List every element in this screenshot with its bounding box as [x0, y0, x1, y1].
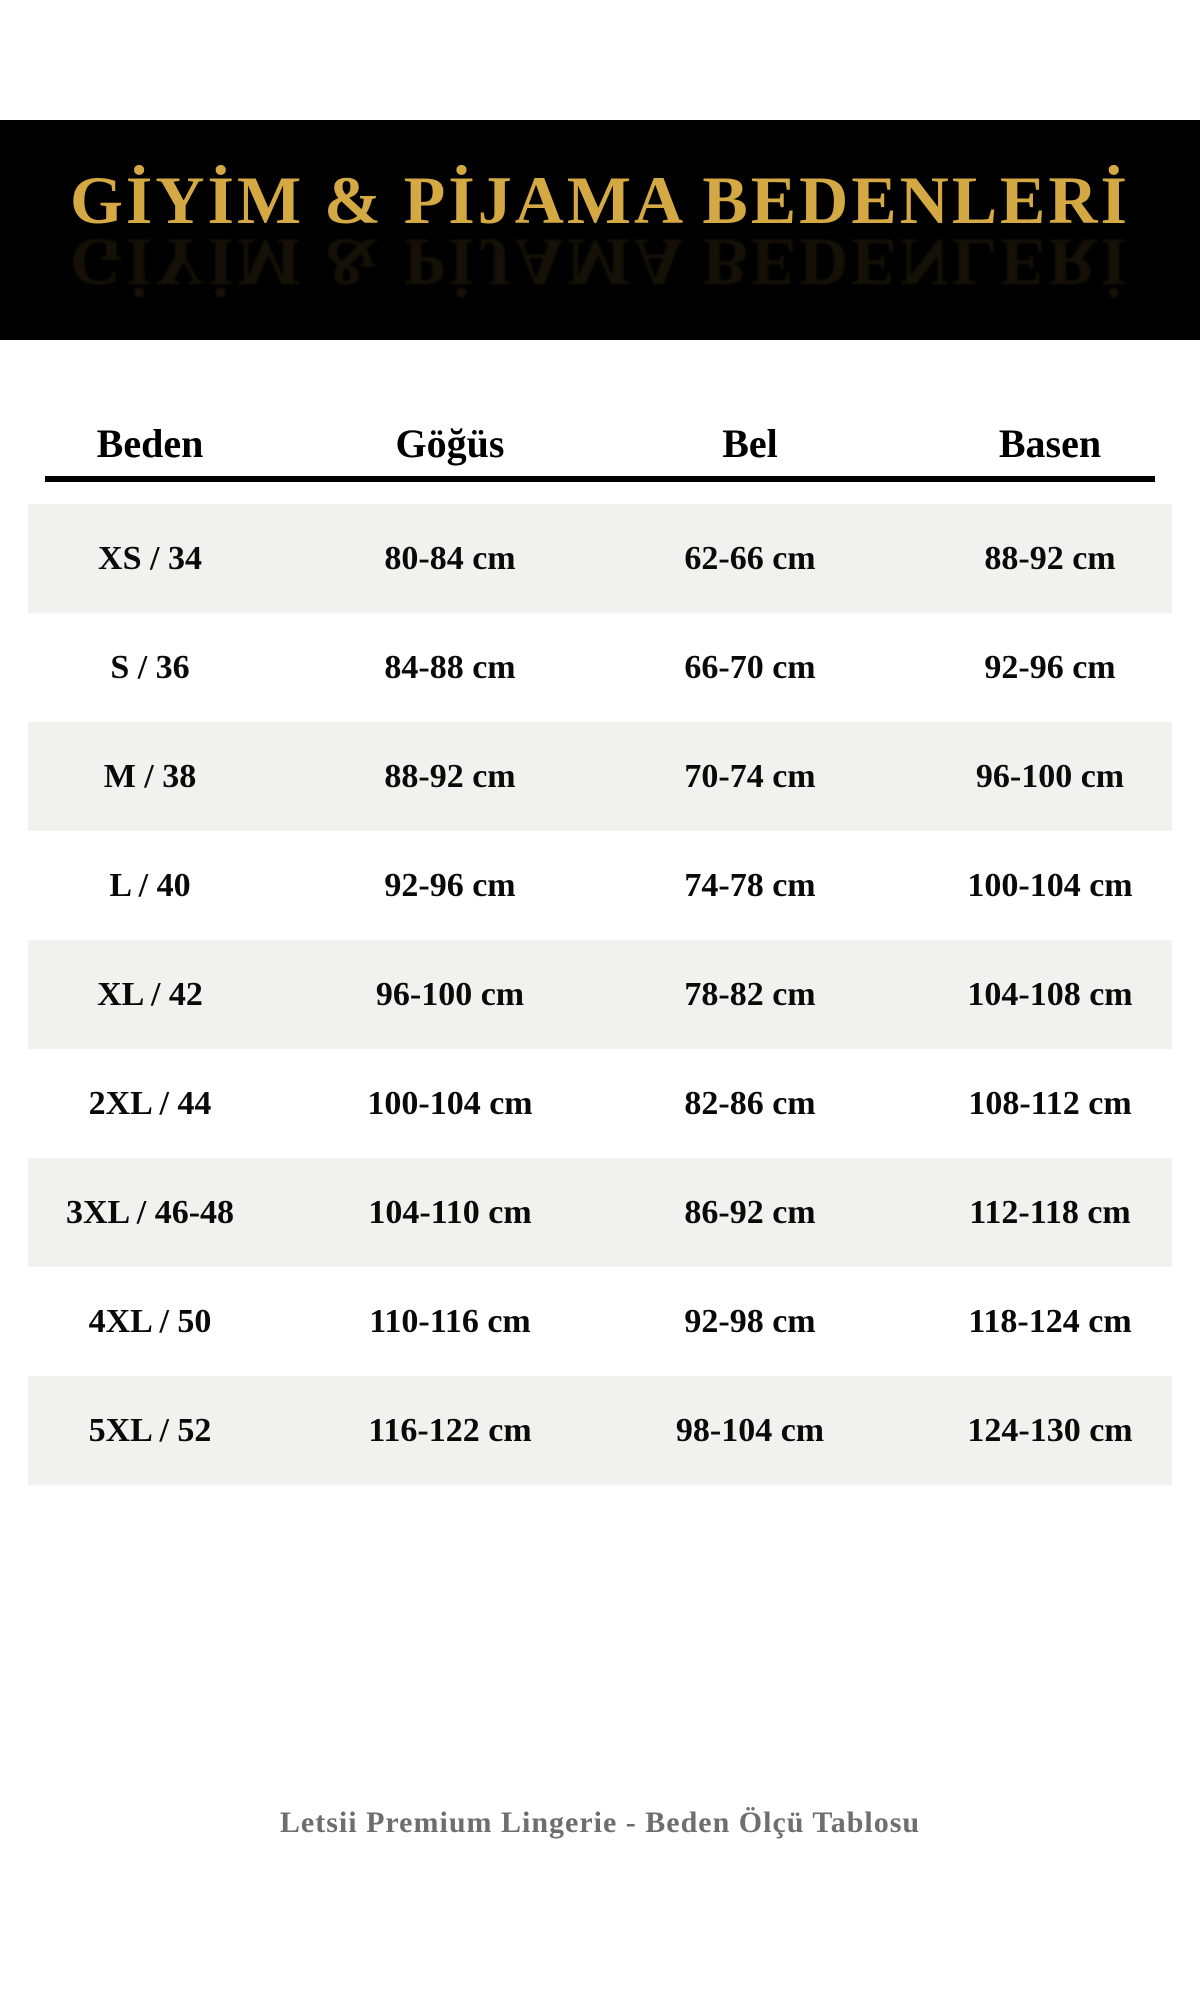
- cell-chest: 88-92 cm: [384, 757, 516, 795]
- cell-size: XL / 42: [97, 975, 203, 1013]
- table-row: 5XL / 52 116-122 cm 98-104 cm 124-130 cm: [0, 1376, 1200, 1485]
- cell-size: 5XL / 52: [88, 1411, 212, 1449]
- cell-size: M / 38: [103, 757, 197, 795]
- column-header-gogus: Göğüs: [395, 420, 505, 466]
- cell-hips: 104-108 cm: [967, 975, 1133, 1013]
- table-header-row: Beden Göğüs Bel Basen: [0, 410, 1200, 476]
- table-row: S / 36 84-88 cm 66-70 cm 92-96 cm: [0, 613, 1200, 722]
- cell-hips: 112-118 cm: [969, 1193, 1131, 1231]
- cell-hips: 96-100 cm: [975, 757, 1125, 795]
- cell-waist: 78-82 cm: [684, 975, 816, 1013]
- cell-chest: 116-122 cm: [368, 1411, 532, 1449]
- size-table: Beden Göğüs Bel Basen XS / 34 80-84 cm 6…: [0, 410, 1200, 1485]
- cell-hips: 100-104 cm: [967, 866, 1133, 904]
- footer-caption: Letsii Premium Lingerie - Beden Ölçü Tab…: [279, 1806, 921, 1839]
- column-header-beden: Beden: [96, 420, 204, 466]
- cell-waist: 82-86 cm: [684, 1084, 816, 1122]
- cell-chest: 104-110 cm: [368, 1193, 532, 1231]
- cell-chest: 96-100 cm: [375, 975, 525, 1013]
- column-header-basen: Basen: [998, 420, 1102, 466]
- cell-hips: 108-112 cm: [968, 1084, 1132, 1122]
- cell-waist: 92-98 cm: [684, 1302, 816, 1340]
- cell-size: 4XL / 50: [88, 1302, 212, 1340]
- cell-size: XS / 34: [98, 539, 202, 577]
- cell-waist: 70-74 cm: [684, 757, 816, 795]
- table-row: 2XL / 44 100-104 cm 82-86 cm 108-112 cm: [0, 1049, 1200, 1158]
- table-row: 3XL / 46-48 104-110 cm 86-92 cm 112-118 …: [0, 1158, 1200, 1267]
- cell-chest: 80-84 cm: [384, 539, 516, 577]
- title-banner: GİYİM & PİJAMA BEDENLERİ GİYİM & PİJAMA …: [0, 120, 1200, 340]
- cell-chest: 100-104 cm: [367, 1084, 533, 1122]
- cell-hips: 118-124 cm: [968, 1302, 1132, 1340]
- header-underline: [45, 476, 1155, 482]
- cell-size: 2XL / 44: [88, 1084, 212, 1122]
- cell-size: S / 36: [110, 648, 190, 686]
- table-body: XS / 34 80-84 cm 62-66 cm 88-92 cm S / 3…: [0, 504, 1200, 1485]
- table-row: XS / 34 80-84 cm 62-66 cm 88-92 cm: [0, 504, 1200, 613]
- page-title: GİYİM & PİJAMA BEDENLERİ: [70, 162, 1130, 238]
- table-row: XL / 42 96-100 cm 78-82 cm 104-108 cm: [0, 940, 1200, 1049]
- cell-hips: 92-96 cm: [984, 648, 1116, 686]
- cell-hips: 124-130 cm: [967, 1411, 1133, 1449]
- column-header-bel: Bel: [722, 420, 778, 466]
- table-row: 4XL / 50 110-116 cm 92-98 cm 118-124 cm: [0, 1267, 1200, 1376]
- cell-waist: 62-66 cm: [684, 539, 816, 577]
- cell-size: L / 40: [109, 866, 191, 904]
- table-row: M / 38 88-92 cm 70-74 cm 96-100 cm: [0, 722, 1200, 831]
- cell-hips: 88-92 cm: [984, 539, 1116, 577]
- cell-chest: 92-96 cm: [384, 866, 516, 904]
- cell-waist: 86-92 cm: [684, 1193, 816, 1231]
- cell-chest: 84-88 cm: [384, 648, 516, 686]
- cell-waist: 98-104 cm: [675, 1411, 825, 1449]
- cell-waist: 74-78 cm: [684, 866, 816, 904]
- table-row: L / 40 92-96 cm 74-78 cm 100-104 cm: [0, 831, 1200, 940]
- cell-size: 3XL / 46-48: [65, 1193, 235, 1231]
- cell-waist: 66-70 cm: [684, 648, 816, 686]
- cell-chest: 110-116 cm: [369, 1302, 531, 1340]
